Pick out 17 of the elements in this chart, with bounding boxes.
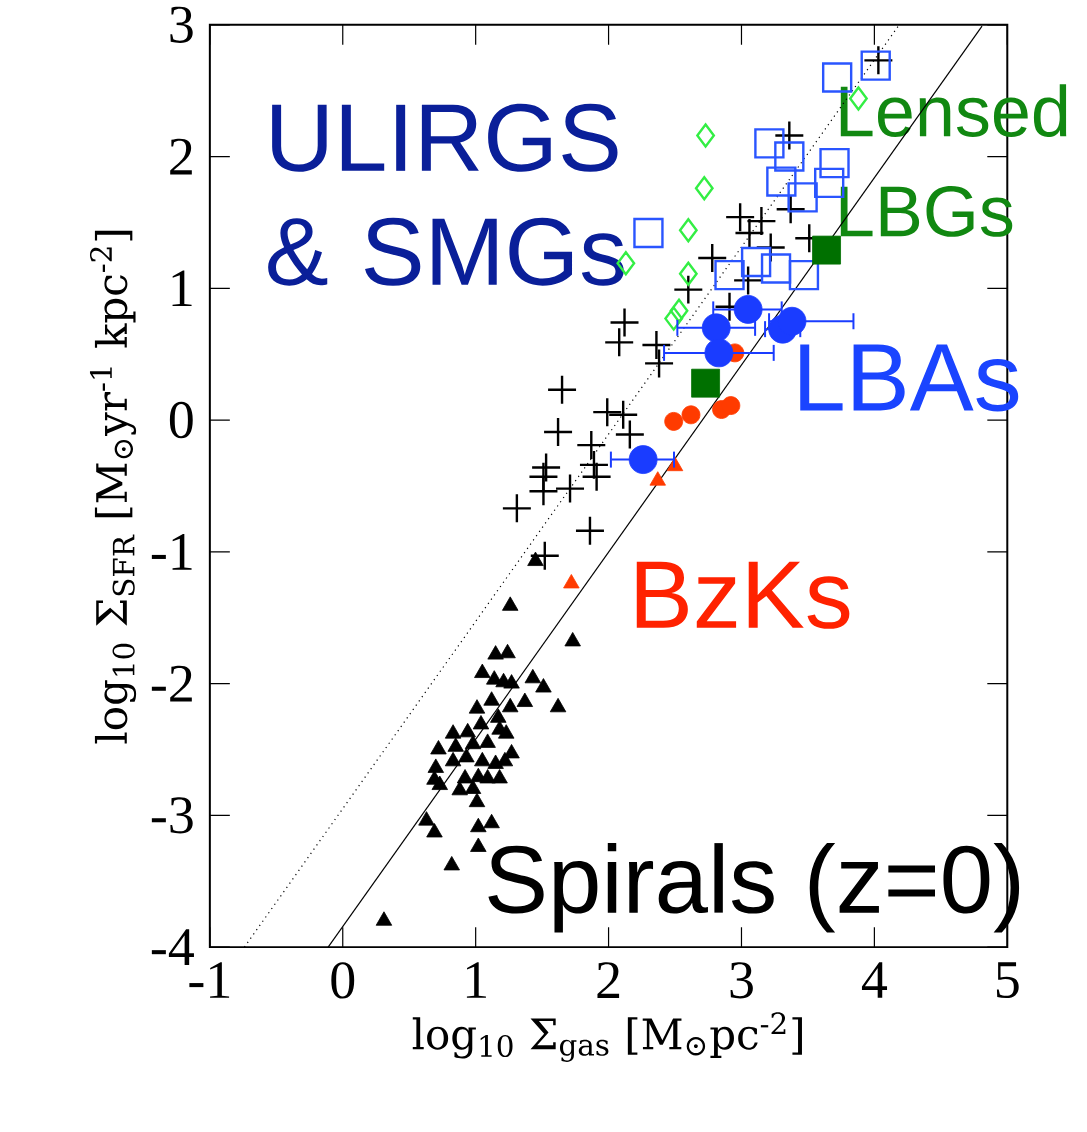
y-tick-label: -2 — [151, 665, 192, 702]
y-tick-label: 2 — [170, 138, 192, 175]
x-tick-label: 1 — [466, 962, 486, 998]
y-tick-label: -3 — [151, 797, 193, 834]
annotation: ULIRGS & SMGs — [268, 103, 624, 286]
y-tick-label: 3 — [170, 6, 193, 43]
y-tick-label: 0 — [169, 401, 193, 439]
y-tick-label: -1 — [151, 534, 192, 570]
x-tick-label: 0 — [331, 962, 355, 999]
annotation: BzKs — [636, 561, 850, 629]
x-tick-label: 2 — [597, 962, 619, 998]
y-tick-label: 1 — [172, 270, 192, 307]
x-tick-label: 4 — [861, 962, 887, 998]
x-tick-label: 5 — [996, 962, 1019, 999]
text: log$_{10}$ Σ$_{gas}$ [M$_{⊙}$pc$^{-2}$] — [412, 1012, 802, 1062]
text: log$_{10}$ Σ$_{SFR}$ [M$_{⊙}$yr$^{-1}$ kpc$^{-2}$] — [89, 230, 136, 744]
x-tick-label: 3 — [730, 962, 753, 999]
